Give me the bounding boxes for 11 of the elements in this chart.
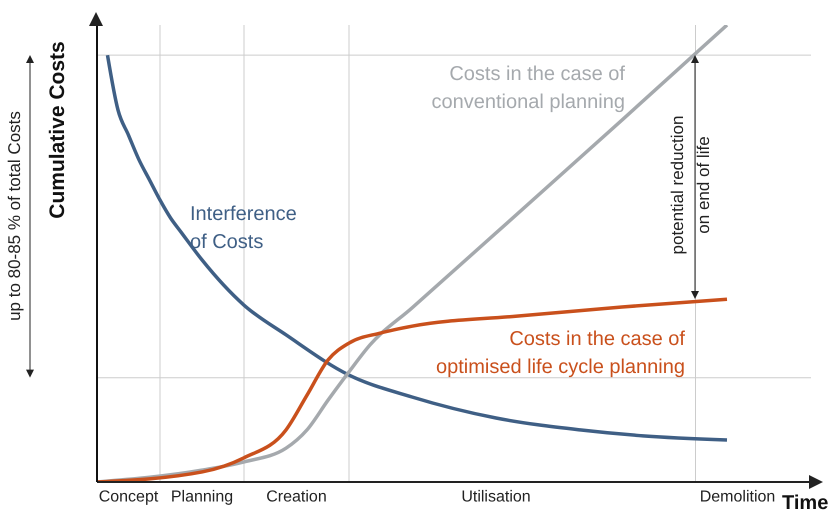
text: up to 80-85 % of total Costs xyxy=(5,112,25,322)
annotation: potential reduction on end of life xyxy=(667,116,714,254)
x-tick-label: Planning xyxy=(170,488,234,506)
x-axis-title: Time xyxy=(782,492,828,515)
y-axis-title: Cumulative Costs xyxy=(46,41,70,219)
x-tick-label: Utilisation xyxy=(461,488,531,506)
x-tick-label: Concept xyxy=(98,488,159,506)
series-label: Costs in the case of conventional planning xyxy=(430,62,625,115)
x-tick-label: Creation xyxy=(266,488,327,506)
x-tick-label: Demolition xyxy=(700,488,776,506)
series-label: Costs in the case of optimised life cycle planning xyxy=(434,327,685,380)
